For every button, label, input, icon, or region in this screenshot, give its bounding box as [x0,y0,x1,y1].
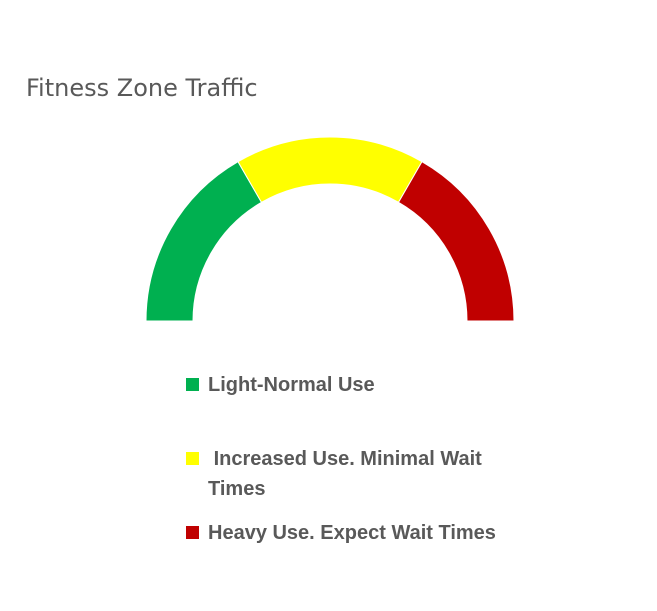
legend-label-light: Light-Normal Use [208,374,375,396]
legend-item-increased: Increased Use. Minimal Wait Times [186,444,528,504]
gauge-segment-light [145,160,263,322]
legend-item-light: Light-Normal Use [186,370,528,400]
legend-swatch-green [186,378,199,391]
legend-label-increased: Increased Use. Minimal Wait Times [208,448,488,500]
legend-label-heavy: Heavy Use. Expect Wait Times [208,522,496,544]
legend-item-heavy: Heavy Use. Expect Wait Times [186,518,528,548]
gauge-segment-increased [237,136,423,204]
legend-swatch-yellow [186,452,199,465]
legend-swatch-red [186,526,199,539]
chart-title: Fitness Zone Traffic [26,74,258,102]
gauge-segment-heavy [397,160,515,322]
